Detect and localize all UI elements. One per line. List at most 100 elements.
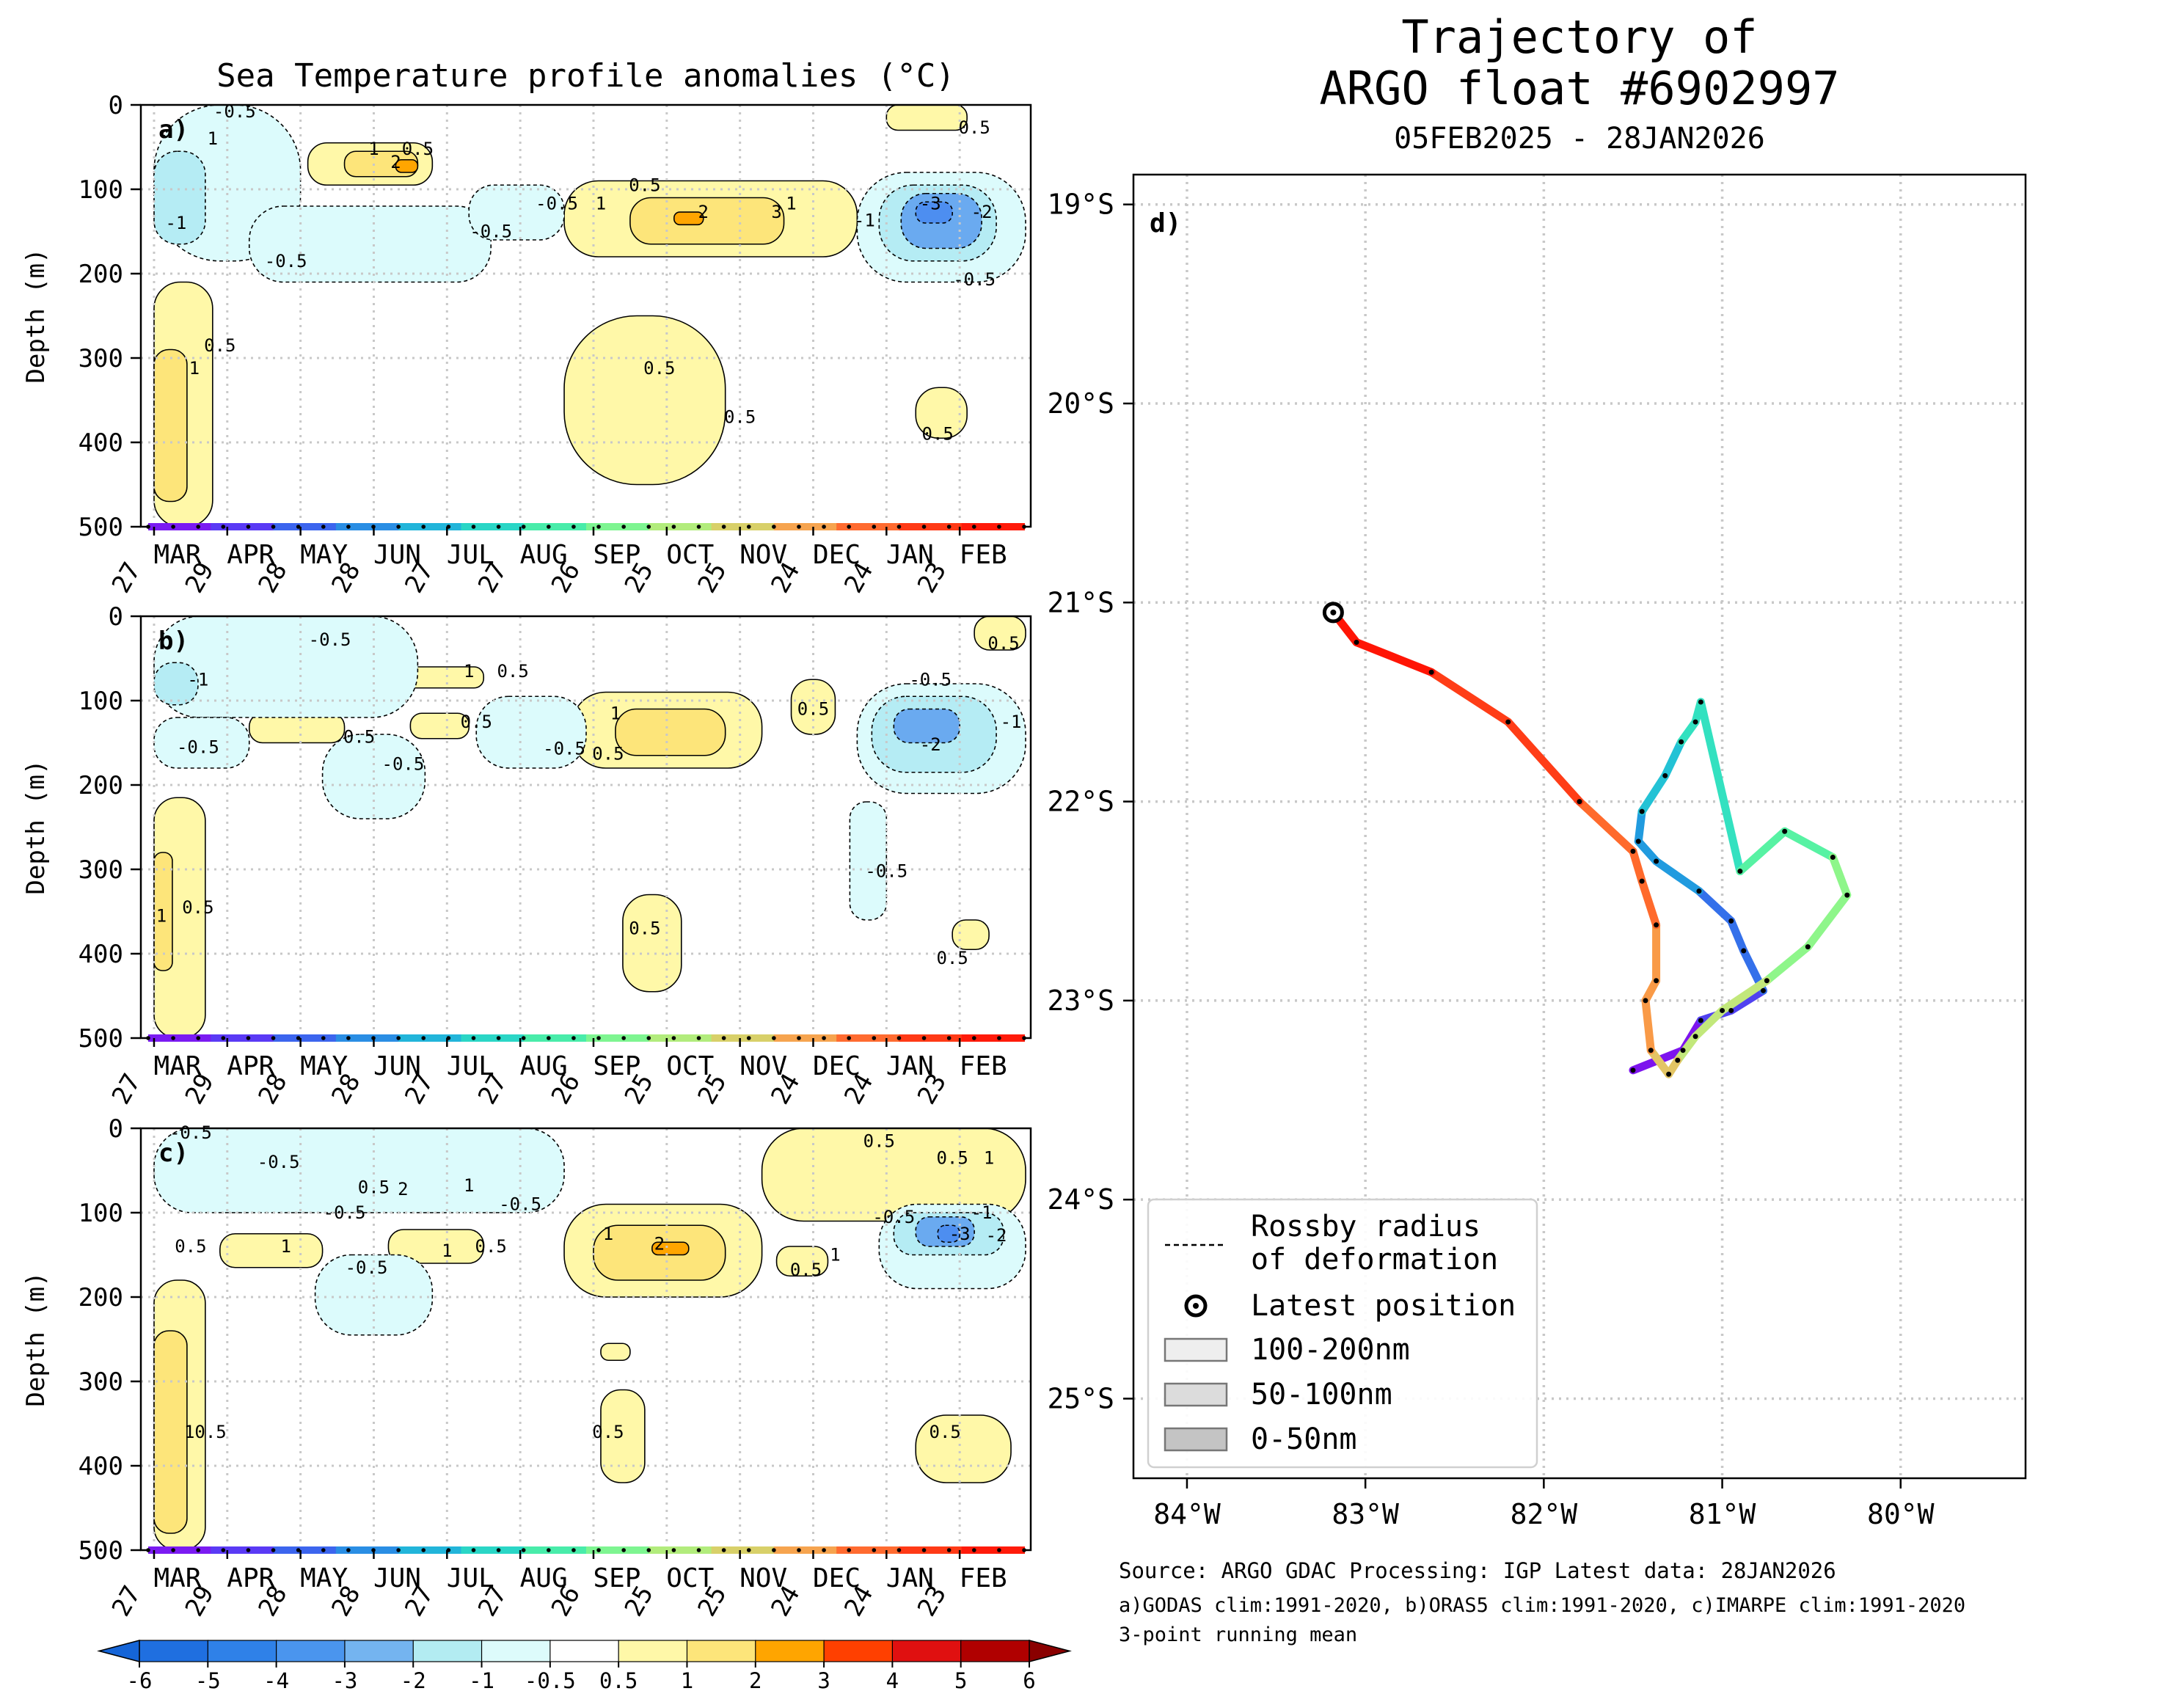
profile-dot (872, 1036, 877, 1040)
contour-label: -1 (187, 669, 208, 690)
colorbar-segment (481, 1640, 551, 1662)
y-tick-label: 200 (78, 771, 123, 800)
profile-dot (596, 525, 601, 529)
profile-dot (971, 525, 976, 529)
profile-dot (396, 1548, 401, 1552)
month-label: DEC (813, 540, 861, 570)
profile-dot (797, 1548, 801, 1552)
profile-dot (246, 1548, 251, 1552)
contour-label: -0.5 (470, 222, 512, 242)
month-label: DEC (813, 1563, 861, 1593)
date-strip-segment (711, 523, 775, 530)
contour-label: -0.5 (953, 269, 996, 290)
contour-label: -1 (971, 1202, 993, 1223)
colorbar-segment (755, 1640, 825, 1662)
contour-labels: -0.51 1 0.52-1-0.5-0.5-0.5 10.52 13 -1-3 -20.5… (165, 101, 996, 444)
contour-label: -2 (986, 1225, 1007, 1246)
profile-position (1698, 699, 1703, 705)
contour-label: 0.5 (204, 335, 235, 356)
profile-position (1737, 869, 1743, 874)
contour-label: 2 (390, 152, 401, 172)
colorbar-tick-label: -5 (195, 1668, 221, 1693)
profile-dot (596, 1036, 601, 1040)
trajectory-segment (1637, 771, 1670, 816)
colorbar: -6 -5 -4 -3 -2 -1 -0.5 0.5 1 2 3 4 5 6 (97, 1640, 1072, 1693)
month-label: OCT (666, 1051, 714, 1081)
anomaly-region (409, 712, 470, 739)
contour-label: 0.5 (402, 139, 434, 159)
y-tick-label: 500 (78, 513, 123, 542)
month-label: FEB (960, 1051, 1007, 1081)
contour-label: 0.5 (958, 117, 990, 138)
profile-dot (421, 1036, 426, 1040)
date-strip-segment (899, 1546, 963, 1554)
profile-dot (847, 525, 852, 529)
lat-tick-label: 25°S (1047, 1382, 1114, 1414)
colorbar-tick-label: 1 (681, 1668, 693, 1693)
month-label: NOV (739, 1051, 787, 1081)
profile-position (1675, 1057, 1681, 1063)
colorbar-tick-label: 5 (954, 1668, 967, 1693)
profile-dot (421, 1548, 426, 1552)
contour-label: 1 (786, 194, 796, 214)
date-strip-segment (273, 1034, 337, 1042)
y-tick-label: 0 (109, 1114, 123, 1144)
profile-dot (346, 1036, 351, 1040)
profile-position (1844, 892, 1850, 898)
profile-position (1764, 978, 1770, 984)
trajectory-subtitle: 05FEB2025 - 28JAN2026 (1394, 122, 1765, 156)
profile-dot (896, 1548, 902, 1552)
profile-position (1728, 918, 1734, 924)
profile-dot (571, 1036, 576, 1040)
trajectory-segment (1781, 827, 1837, 862)
trajectory-segment (1652, 857, 1703, 896)
profile-position (1643, 998, 1648, 1004)
date-strip-segment (836, 523, 900, 530)
profile-dot (171, 1036, 175, 1040)
anomaly-region (952, 919, 990, 951)
profile-dot (721, 1036, 726, 1040)
footer-climatology: a)GODAS clim:1991-2020, b)ORAS5 clim:199… (1119, 1594, 1965, 1617)
profile-dot (146, 525, 150, 529)
profile-position (1654, 922, 1659, 928)
profile-dot (547, 1036, 551, 1040)
trajectory-segment (1762, 943, 1812, 985)
contour-label: 1 (603, 1224, 613, 1244)
y-tick-label: 300 (78, 1367, 123, 1397)
legend-box (1147, 1198, 1538, 1469)
profile-position (1692, 719, 1698, 725)
colorbar-segment (139, 1640, 209, 1662)
date-strip-segment (461, 523, 525, 530)
contour-labels: -0.5-0.50.5 2 1-0.5-0.50.5 1 1 0.5-0.51 20.510… (169, 1122, 1007, 1442)
y-tick-label: 400 (78, 1452, 123, 1481)
profile-position (1630, 848, 1636, 854)
month-label: JAN (886, 540, 934, 570)
profile-dot (571, 1548, 576, 1552)
profile-dot (346, 525, 351, 529)
profile-dot (471, 525, 476, 529)
date-strip-segment (585, 1034, 650, 1042)
profile-dot (1022, 1548, 1026, 1552)
contour-label: 0.5 (358, 1177, 390, 1198)
profile-dot (421, 525, 426, 529)
date-strip-segment (899, 523, 963, 530)
contour-label: -1 (165, 213, 186, 233)
panel-label: c) (158, 1139, 189, 1168)
contour-label: 0.5 (629, 175, 660, 195)
profile-dot (896, 525, 902, 529)
colorbar-tick-label: -6 (127, 1668, 153, 1693)
trajectory (1322, 602, 1852, 1078)
contour-label: -0.5 (543, 739, 585, 759)
colorbar-segment (891, 1640, 962, 1662)
anomaly-region (219, 1232, 324, 1268)
day-label: 27 (106, 558, 147, 598)
profile-dot (946, 525, 952, 529)
contour-label: 2 (654, 1234, 665, 1254)
lon-tick-label: 83°W (1332, 1498, 1399, 1530)
colorbar-tick-label: -1 (469, 1668, 494, 1693)
trajectory-segment (1696, 698, 1745, 876)
y-tick-label: 500 (78, 1536, 123, 1566)
profile-dot (296, 525, 301, 529)
profile-dot (496, 525, 501, 529)
